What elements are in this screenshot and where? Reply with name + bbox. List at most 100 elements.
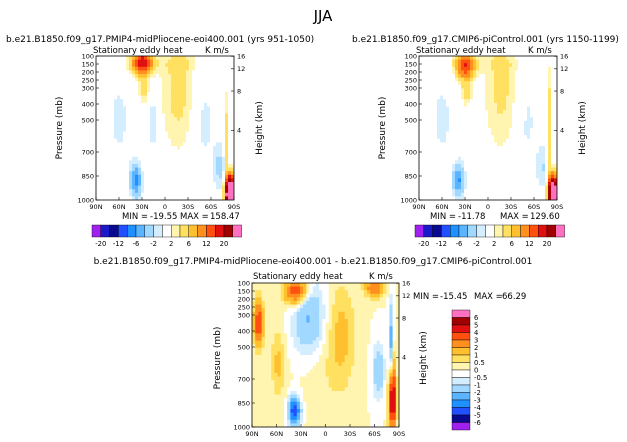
heatmap-cell: [165, 66, 169, 71]
heatmap-cell: [150, 92, 154, 96]
heatmap-cell: [319, 365, 323, 370]
heatmap-cell: [177, 167, 181, 172]
heatmap-cell: [144, 124, 148, 129]
heatmap-cell: [344, 329, 349, 334]
heatmap-cell: [322, 290, 326, 295]
heatmap-cell: [168, 149, 172, 154]
heatmap-cell: [458, 189, 462, 194]
heatmap-cell: [494, 146, 498, 150]
heatmap-cell: [201, 138, 205, 143]
heatmap-cell: [370, 290, 374, 295]
heatmap-cell: [392, 304, 397, 309]
heatmap-cell: [192, 196, 196, 200]
heatmap-cell: [117, 84, 121, 89]
heatmap-cell: [461, 110, 465, 114]
heatmap-cell: [267, 304, 272, 309]
heatmap-cell: [476, 124, 480, 129]
heatmap-cell: [180, 135, 184, 140]
heatmap-cell: [138, 77, 142, 82]
heatmap-cell: [171, 95, 175, 100]
heatmap-cell: [434, 102, 438, 107]
heatmap-cell: [551, 178, 555, 183]
heatmap-cell: [96, 142, 100, 147]
heatmap-cell: [449, 164, 453, 168]
heatmap-cell: [228, 131, 232, 136]
heatmap-cell: [476, 128, 480, 132]
heatmap-cell: [539, 74, 543, 78]
heatmap-cell: [344, 340, 349, 345]
heatmap-cell: [174, 185, 178, 190]
heatmap-cell: [458, 182, 462, 186]
heatmap-cell: [174, 102, 178, 107]
heatmap-cell: [186, 88, 190, 93]
heatmap-cell: [198, 142, 202, 147]
colorbar-swatch: [135, 224, 146, 238]
heatmap-cell: [357, 344, 362, 349]
heatmap-cell: [222, 174, 226, 179]
heatmap-cell: [473, 77, 477, 82]
heatmap-cell: [189, 124, 193, 129]
heatmap-cell: [497, 164, 501, 168]
heatmap-cell: [258, 304, 262, 309]
heatmap-cell: [225, 131, 229, 136]
heatmap-cell: [290, 315, 294, 320]
heatmap-cell: [497, 171, 501, 176]
heatmap-cell: [376, 365, 381, 370]
heatmap-cell: [512, 88, 516, 93]
heatmap-cell: [165, 84, 169, 89]
heatmap-cell: [303, 304, 307, 309]
heatmap-cell: [210, 77, 214, 82]
heatmap-cell: [458, 185, 462, 190]
heatmap-cell: [183, 146, 187, 150]
heatmap-cell: [452, 192, 456, 197]
heatmap-cell: [389, 301, 394, 305]
heatmap-cell: [488, 156, 492, 161]
heatmap-cell: [204, 196, 208, 200]
heatmap-cell: [198, 70, 202, 75]
heatmap-cell: [500, 124, 504, 129]
heatmap-cell: [322, 293, 326, 298]
heatmap-cell: [177, 174, 181, 179]
heatmap-cell: [521, 142, 525, 147]
heatmap-cell: [319, 297, 323, 302]
heatmap-cell: [228, 63, 232, 68]
heatmap-cell: [287, 344, 291, 349]
heatmap-cell: [476, 120, 480, 125]
heatmap-cell: [521, 149, 525, 154]
heatmap-cell: [376, 329, 381, 334]
heatmap-cell: [530, 110, 534, 114]
heatmap-cell: [533, 70, 537, 75]
heatmap-cell: [527, 185, 531, 190]
heatmap-cell: [428, 84, 432, 89]
heatmap-cell: [479, 84, 483, 89]
heatmap-cell: [482, 196, 486, 200]
heatmap-cell: [189, 70, 193, 75]
heatmap-cell: [126, 113, 130, 118]
heatmap-cell: [325, 365, 330, 370]
heatmap-cell: [207, 196, 211, 200]
heatmap-cell: [309, 290, 314, 295]
heatmap-cell: [117, 185, 121, 190]
heatmap-cell: [512, 160, 516, 165]
heatmap-cell: [434, 160, 438, 165]
heatmap-cell: [195, 192, 199, 197]
heatmap-cell: [201, 135, 205, 140]
heatmap-cell: [548, 92, 552, 96]
heatmap-cell: [271, 286, 275, 291]
height-tick-label: 4: [560, 127, 564, 135]
heatmap-cell: [153, 192, 157, 197]
heatmap-cell: [306, 326, 310, 331]
x-tick-label: 0: [486, 203, 490, 211]
heatmap-cell: [207, 142, 211, 147]
heatmap-cell: [201, 128, 205, 132]
heatmap-cell: [515, 81, 519, 86]
heatmap-cell: [306, 311, 310, 316]
heatmap-cell: [467, 174, 471, 179]
heatmap-cell: [162, 120, 166, 125]
heatmap-cell: [488, 70, 492, 75]
heatmap-cell: [183, 59, 187, 64]
heatmap-cell: [419, 74, 423, 78]
heatmap-cell: [280, 308, 285, 313]
heatmap-cell: [479, 156, 483, 161]
heatmap-cell: [509, 110, 513, 114]
